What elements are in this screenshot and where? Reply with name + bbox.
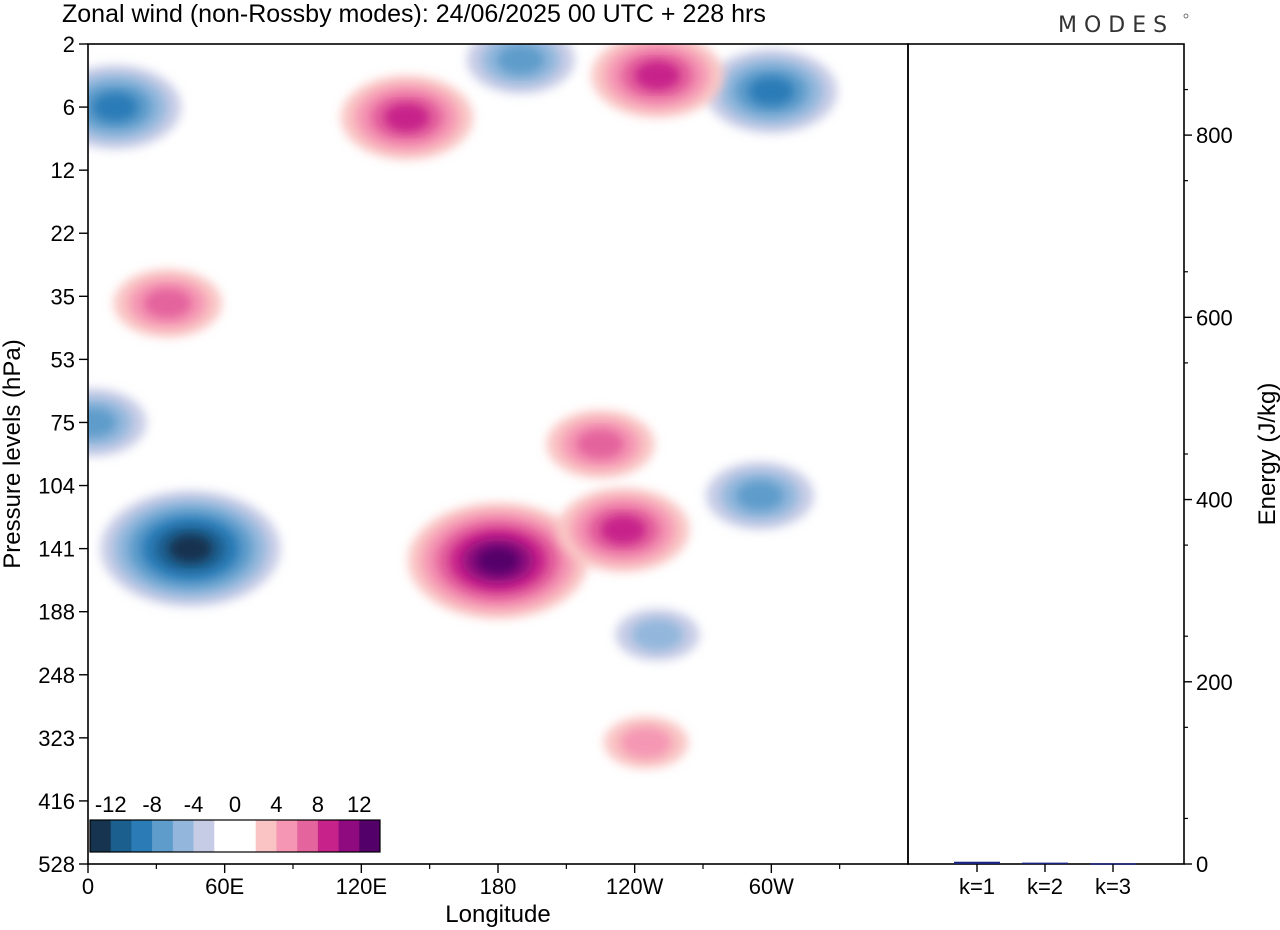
y-tick-label: 22	[51, 221, 75, 246]
energy-tick-label: 0	[1196, 852, 1208, 877]
wavenumber-label: k=1	[959, 874, 995, 899]
negative-wind-contour	[496, 44, 545, 75]
x-tick-label: 60W	[749, 874, 794, 899]
energy-bar	[1022, 862, 1068, 865]
positive-wind-contour	[143, 288, 192, 319]
colorbar-label: 8	[312, 792, 324, 817]
negative-wind-contour	[631, 618, 684, 651]
positive-wind-contour	[576, 429, 625, 460]
negative-wind-contour	[88, 407, 117, 438]
positive-wind-contour	[600, 515, 647, 545]
colorbar-cell	[90, 820, 112, 852]
logo-mark-icon	[1183, 13, 1189, 19]
colorbar-cell	[317, 820, 339, 852]
y-tick-label: 248	[38, 663, 75, 688]
y-tick-label: 35	[51, 284, 75, 309]
positive-wind-contour	[476, 546, 520, 575]
colorbar: -12 -8 -4 0 4 8 12	[89, 792, 381, 853]
negative-wind-contour	[748, 76, 795, 106]
y-tick-label: 75	[51, 410, 75, 435]
colorbar-cell	[152, 820, 174, 852]
energy-axis: 0 200 400 600 800	[1184, 88, 1233, 877]
colorbar-cell	[172, 820, 194, 852]
modes-logo: MODES	[1058, 13, 1174, 38]
energy-bar	[954, 861, 1000, 864]
negative-wind-contour	[168, 534, 213, 563]
energy-axis-label: Energy (J/kg)	[1254, 383, 1280, 526]
energy-frame	[907, 43, 1185, 865]
longitude-axis: 0 60E 120E 180 120W 60W	[82, 864, 841, 899]
negative-wind-contour	[735, 480, 784, 511]
y-tick-label: 2	[63, 32, 75, 57]
colorbar-label: 4	[270, 792, 282, 817]
y-tick-label: 323	[38, 726, 75, 751]
wavenumber-label: k=3	[1095, 874, 1131, 899]
wavenumber-label: k=2	[1027, 874, 1063, 899]
x-tick-label: 180	[480, 874, 517, 899]
y-tick-label: 6	[63, 95, 75, 120]
wavenumber-axis: k=1 k=2 k=3	[959, 864, 1131, 899]
y-axis-label: Pressure levels (hPa)	[0, 339, 26, 568]
energy-tick-label: 400	[1196, 488, 1233, 513]
positive-wind-contour	[383, 102, 430, 133]
colorbar-cell	[214, 820, 236, 852]
y-tick-label: 53	[51, 347, 75, 372]
negative-wind-contour	[92, 92, 139, 122]
heatmap-panel: 2 6 12 22 35 53 75 104 141 188 248 323 416 528 0 60E 12…	[0, 32, 909, 928]
pressure-axis: 2 6 12 22 35 53 75 104 141 188 248 323 416 528	[38, 32, 88, 877]
y-tick-label: 528	[38, 852, 75, 877]
chart-title: Zonal wind (non-Rossby modes): 24/06/202…	[62, 0, 766, 28]
x-tick-label: 120W	[606, 874, 664, 899]
colorbar-label: -8	[142, 792, 162, 817]
contour-fill-layer	[88, 44, 838, 769]
colorbar-labels: -12 -8 -4 0 4 8 12	[95, 792, 372, 817]
colorbar-frame	[89, 819, 381, 853]
x-axis-label: Longitude	[445, 901, 550, 928]
y-tick-label: 104	[38, 474, 75, 499]
y-tick-label: 141	[38, 537, 75, 562]
x-tick-label: 0	[82, 874, 94, 899]
y-tick-label: 12	[51, 158, 75, 183]
colorbar-cells	[89, 819, 381, 853]
colorbar-label: -4	[184, 792, 204, 817]
colorbar-cell	[255, 820, 277, 852]
colorbar-cell	[338, 820, 360, 852]
energy-panel: 0 200 400 600 800 k=1 k=2 k=3 Energy (J/kg)	[907, 43, 1280, 899]
y-tick-label: 416	[38, 789, 75, 814]
colorbar-cell	[110, 820, 132, 852]
colorbar-cell	[297, 820, 319, 852]
x-tick-label: 60E	[205, 874, 244, 899]
colorbar-cell	[235, 820, 257, 852]
colorbar-cell	[193, 820, 215, 852]
colorbar-label: -12	[95, 792, 127, 817]
energy-tick-label: 200	[1196, 670, 1233, 695]
x-tick-label: 120E	[336, 874, 387, 899]
positive-wind-contour	[634, 60, 681, 91]
colorbar-cell	[131, 820, 153, 852]
energy-tick-label: 800	[1196, 123, 1233, 148]
colorbar-label: 0	[229, 792, 241, 817]
colorbar-cell	[276, 820, 298, 852]
energy-tick-label: 600	[1196, 305, 1233, 330]
colorbar-cell	[359, 820, 381, 852]
y-tick-label: 188	[38, 600, 75, 625]
positive-wind-contour	[620, 726, 672, 759]
colorbar-label: 12	[347, 792, 371, 817]
